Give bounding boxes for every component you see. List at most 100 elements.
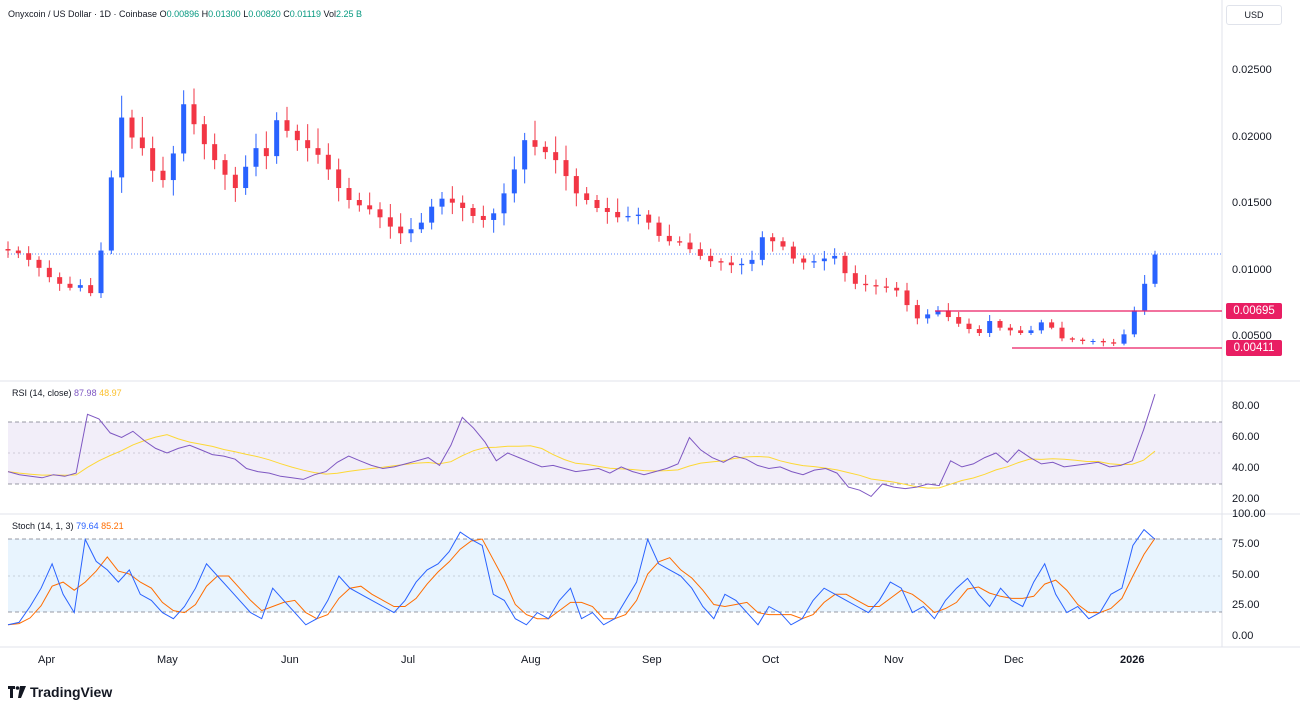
candle-body xyxy=(201,124,207,145)
candle-body xyxy=(1152,254,1158,284)
candle-body xyxy=(532,140,538,147)
candle-body xyxy=(935,310,941,315)
candle-body xyxy=(98,250,104,294)
candle-body xyxy=(108,177,114,251)
price-tick: 0.00500 xyxy=(1232,330,1272,342)
candle-body xyxy=(429,206,435,223)
candle-body xyxy=(542,146,548,153)
candle-body xyxy=(677,241,683,243)
candle-body xyxy=(387,217,393,227)
rsi-legend[interactable]: RSI (14, close) 87.98 48.97 xyxy=(12,388,122,398)
candle-body xyxy=(191,104,197,125)
candle-body xyxy=(1080,339,1086,341)
candle-body xyxy=(305,140,311,149)
stoch-tick: 75.00 xyxy=(1232,538,1260,550)
candle-body xyxy=(956,317,962,324)
candle-body xyxy=(656,222,662,236)
candle-body xyxy=(821,258,827,262)
candle-body xyxy=(832,255,838,259)
low-label: L xyxy=(243,9,249,19)
candle-body xyxy=(759,237,765,260)
price-tick: 0.02000 xyxy=(1232,131,1272,143)
candle-body xyxy=(1111,342,1117,344)
candle-body xyxy=(945,310,951,318)
symbol-legend[interactable]: Onyxcoin / US Dollar · 1D · Coinbase O0.… xyxy=(8,9,362,19)
candle-body xyxy=(1038,322,1044,331)
candle-body xyxy=(1059,327,1065,339)
candle-body xyxy=(573,176,579,194)
candle-body xyxy=(987,321,993,334)
candle-body xyxy=(5,249,11,251)
stoch-d-line xyxy=(7,537,1156,626)
rsi-tick: 40.00 xyxy=(1232,462,1260,474)
candle-body xyxy=(708,255,714,262)
candle-body xyxy=(439,198,445,207)
candle-body xyxy=(852,273,858,284)
candle-body xyxy=(811,261,817,263)
candle-body xyxy=(1142,283,1148,311)
candle-body xyxy=(408,229,414,234)
currency-button[interactable]: USD xyxy=(1226,5,1282,25)
candle-body xyxy=(346,188,352,201)
candle-body xyxy=(780,241,786,247)
candle-body xyxy=(687,242,693,250)
candle-body xyxy=(604,207,610,212)
candle-body xyxy=(894,287,900,291)
candle-body xyxy=(635,214,641,216)
candle-body xyxy=(976,329,982,334)
candle-body xyxy=(150,148,156,171)
candle-body xyxy=(718,261,724,263)
candle-body xyxy=(666,235,672,242)
open-label: O xyxy=(159,9,167,19)
rsi-ma-value: 48.97 xyxy=(99,388,122,398)
candle-body xyxy=(315,148,321,155)
candle-body xyxy=(873,285,879,287)
candle-body xyxy=(398,226,404,234)
candle-body xyxy=(46,267,52,278)
candle-body xyxy=(697,249,703,256)
stoch-legend[interactable]: Stoch (14, 1, 3) 79.64 85.21 xyxy=(12,521,124,531)
close-value: 0.01119 xyxy=(289,9,321,19)
candle-body xyxy=(883,286,889,288)
stoch-tick: 25.00 xyxy=(1232,599,1260,611)
candle-body xyxy=(119,117,125,178)
candle-body xyxy=(997,321,1003,328)
candle-body xyxy=(253,148,259,167)
time-tick: Jul xyxy=(401,654,416,666)
candle-body xyxy=(563,160,569,177)
candle-body xyxy=(522,140,528,170)
open-value: 0.00896 xyxy=(166,9,200,19)
stoch-d-value: 85.21 xyxy=(101,521,124,531)
tradingview-logo[interactable]: TradingView xyxy=(8,684,112,700)
candle-body xyxy=(770,237,776,242)
candle-body xyxy=(491,213,497,220)
stoch-lines-group xyxy=(7,528,1156,626)
time-tick-year: 2026 xyxy=(1120,654,1145,666)
candle-body xyxy=(728,262,734,266)
candle-body xyxy=(274,120,280,157)
candle-body xyxy=(129,117,135,138)
candle-body xyxy=(511,169,517,194)
candle-body xyxy=(501,193,507,214)
stoch-band xyxy=(8,539,1222,612)
candle-body xyxy=(418,222,424,230)
candle-body xyxy=(67,283,73,288)
candle-body xyxy=(594,200,600,208)
candles-group xyxy=(5,88,1158,347)
candle-body xyxy=(925,314,931,319)
candle-body xyxy=(584,193,590,201)
candle-body xyxy=(26,253,32,260)
candle-body xyxy=(15,250,21,254)
candle-body xyxy=(863,283,869,286)
candle-body xyxy=(377,209,383,218)
candle-body xyxy=(1121,334,1127,344)
candle-body xyxy=(739,263,745,266)
candle-body xyxy=(615,211,621,218)
close-label: C xyxy=(283,9,290,19)
rsi-ma-line xyxy=(7,434,1156,489)
price-tick: 0.02500 xyxy=(1232,64,1272,76)
time-tick: May xyxy=(157,654,178,666)
candle-body xyxy=(1049,322,1055,328)
symbol-title: Onyxcoin / US Dollar · 1D · Coinbase xyxy=(8,9,158,19)
